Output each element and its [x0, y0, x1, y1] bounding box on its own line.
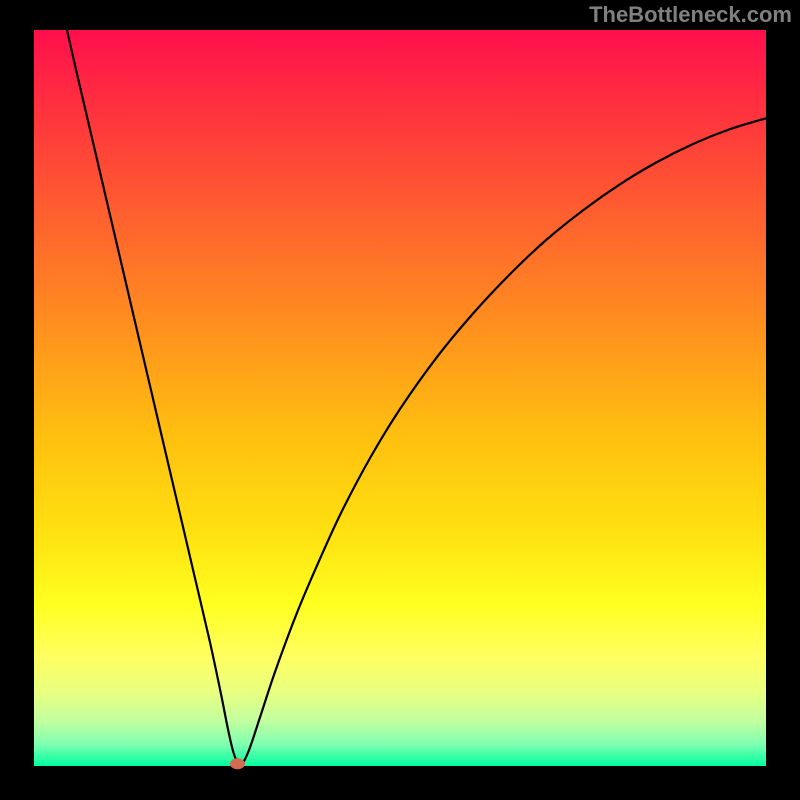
v-curve-line [67, 30, 766, 765]
bottleneck-marker [230, 759, 244, 769]
chart-overlay [34, 30, 766, 766]
chart-container: TheBottleneck.com [0, 0, 800, 800]
watermark-text: TheBottleneck.com [589, 2, 792, 28]
plot-area [34, 30, 766, 766]
